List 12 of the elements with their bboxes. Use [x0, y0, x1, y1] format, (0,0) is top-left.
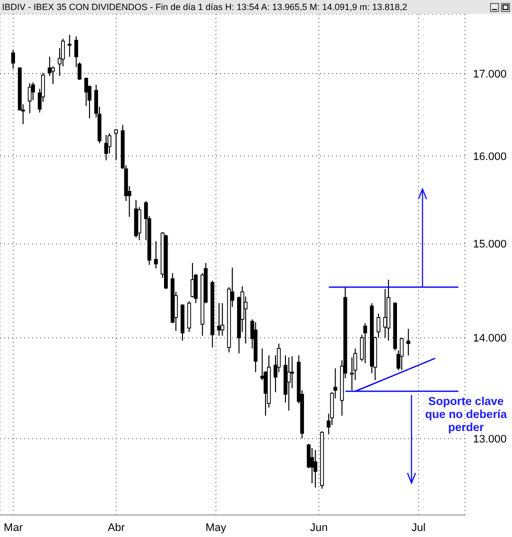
y-tick-label: 14.000: [473, 332, 507, 345]
x-tick-label: Jun: [310, 522, 328, 534]
annotation: Soporte clave que no debería perder: [424, 396, 508, 434]
x-tick-label: Abr: [108, 522, 126, 534]
y-tick-label: 17.000: [473, 68, 507, 80]
y-tick-label: 13.000: [473, 433, 507, 446]
x-tick-label: Mar: [4, 522, 24, 534]
x-tick-label: May: [206, 522, 227, 534]
y-tick-label: 16.000: [473, 150, 507, 163]
y-tick-label: 15.000: [473, 238, 507, 251]
x-tick-label: Jul: [411, 522, 426, 534]
chart-title: IBDIV - IBEX 35 CON DIVIDENDOS - Fin de día 1 días H: 13:54 A: 13.965,5 M: 14.091,9 m: 13.818,2: [0, 0, 512, 14]
